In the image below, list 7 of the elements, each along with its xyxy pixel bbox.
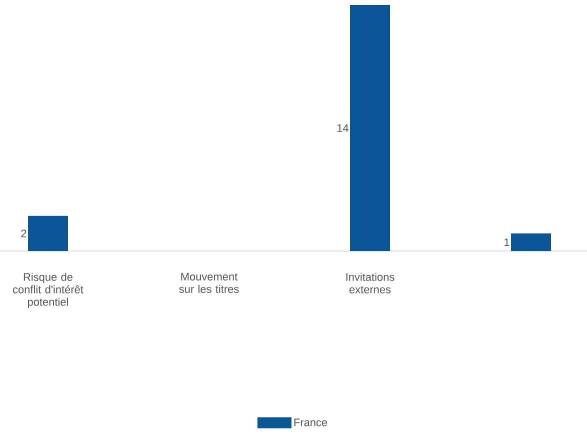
data-label: 14 (337, 124, 348, 132)
legend-label: France (294, 418, 328, 426)
data-label: 2 (21, 230, 26, 238)
x-tick-label: Invitations externes (346, 272, 394, 294)
x-tick-label: Mouvement sur les titres (179, 272, 239, 293)
x-tick-label: Risque de conflit d'intérêt potentiel (13, 272, 84, 308)
data-label: 1 (504, 238, 510, 246)
